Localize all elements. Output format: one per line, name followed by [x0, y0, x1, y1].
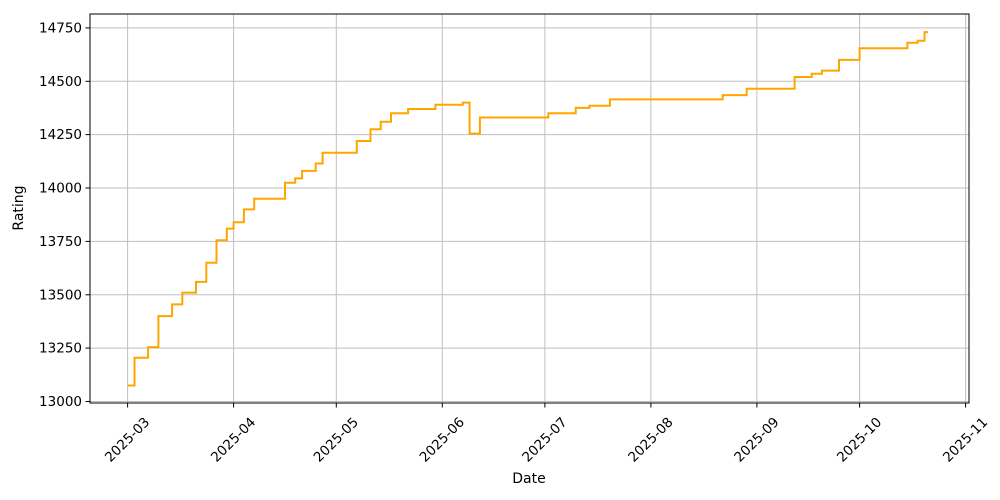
y-tick-label: 14750: [39, 20, 82, 36]
x-axis-label: Date: [512, 471, 545, 487]
series-group: [127, 31, 928, 387]
y-tick-label: 13250: [39, 341, 82, 357]
x-tick-label: 2025-05: [311, 414, 362, 465]
x-tick-label: 2025-07: [519, 414, 570, 465]
y-tick-label: 13000: [39, 394, 82, 410]
y-tick-label: 13500: [39, 287, 82, 303]
x-tick-label: 2025-08: [625, 414, 676, 465]
y-tick-label: 14250: [39, 127, 82, 143]
x-tick-label: 2025-09: [731, 414, 782, 465]
plot-border: [89, 13, 970, 404]
x-tick-label: 2025-10: [834, 414, 885, 465]
x-tick-label: 2025-06: [417, 414, 468, 465]
y-axis-label: Rating: [11, 185, 27, 230]
y-tick-label: 13750: [39, 234, 82, 250]
y-tick-label: 14000: [39, 181, 82, 197]
rating-series-line: [127, 31, 928, 387]
x-tick-label: 2025-04: [208, 414, 259, 465]
x-tick-label: 2025-11: [940, 414, 991, 465]
grid-lines: [90, 14, 969, 403]
y-tick-label: 14500: [39, 74, 82, 90]
x-tick-label: 2025-03: [102, 414, 153, 465]
